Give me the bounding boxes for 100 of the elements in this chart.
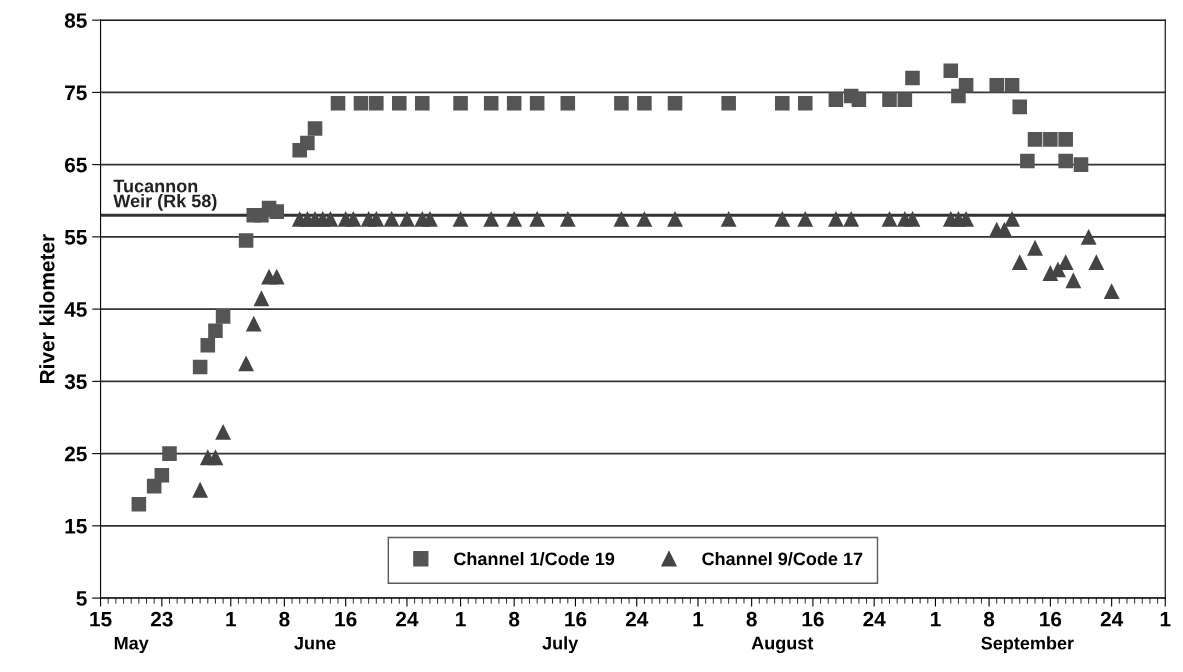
point <box>368 210 385 227</box>
point <box>529 95 545 111</box>
x2-tick-label: May <box>114 636 149 654</box>
x-tick-label: 8 <box>509 611 520 627</box>
point <box>560 95 576 111</box>
point <box>827 210 844 227</box>
point <box>414 95 430 111</box>
point <box>300 135 315 151</box>
point <box>828 92 844 107</box>
point <box>392 95 407 111</box>
point <box>1004 77 1020 93</box>
point <box>1020 153 1035 169</box>
point <box>958 210 975 227</box>
legend-label: Channel 1/Code 19 <box>454 552 615 566</box>
point <box>1065 272 1082 289</box>
point <box>958 77 974 93</box>
point <box>383 210 400 227</box>
y-tick-label: 15 <box>65 519 87 534</box>
point <box>1004 210 1020 227</box>
point <box>483 210 500 227</box>
point <box>154 467 170 483</box>
x-tick-label: 24 <box>1100 611 1124 627</box>
point <box>399 210 415 227</box>
x-tick-label: 1 <box>693 612 704 627</box>
point <box>774 210 791 227</box>
point <box>613 210 630 227</box>
point <box>636 210 653 227</box>
point <box>1027 239 1043 256</box>
point <box>989 77 1005 93</box>
point <box>667 95 683 111</box>
point <box>667 210 683 227</box>
x-tick-label: 15 <box>90 612 112 627</box>
point <box>322 210 339 227</box>
legend-label: Channel 9/Code 17 <box>702 552 863 566</box>
x-tick-label: 8 <box>983 611 995 627</box>
point <box>238 233 254 248</box>
point <box>200 337 216 353</box>
point <box>369 95 384 111</box>
point <box>253 290 270 307</box>
point <box>131 496 147 512</box>
point <box>215 424 232 440</box>
point <box>1027 132 1043 147</box>
x-tick-label: 8 <box>279 611 290 627</box>
point <box>774 95 790 111</box>
y-tick-label: 5 <box>76 591 87 606</box>
point <box>1012 99 1027 115</box>
x2-tick-label: June <box>294 636 336 650</box>
point <box>843 210 860 227</box>
x-tick-label: 1 <box>1160 612 1171 627</box>
y-tick-label: 35 <box>64 374 87 390</box>
point <box>897 92 913 107</box>
point <box>1058 132 1073 147</box>
point <box>307 121 323 136</box>
x-tick-label: 1 <box>456 612 466 627</box>
x-tick-label: 16 <box>335 611 357 627</box>
point <box>797 95 813 111</box>
x-tick-label: 1 <box>930 612 941 627</box>
point <box>1088 254 1105 271</box>
point <box>996 221 1013 238</box>
point <box>345 210 362 227</box>
point <box>1058 153 1073 169</box>
point <box>529 210 546 227</box>
point <box>506 95 522 111</box>
x-tick-label: 24 <box>396 611 419 627</box>
point <box>797 210 814 227</box>
point <box>452 210 469 227</box>
point <box>453 95 468 111</box>
point <box>881 210 898 227</box>
point <box>192 481 209 498</box>
x-tick-label: 24 <box>863 611 886 627</box>
y-axis-title: River kilometer <box>39 234 55 383</box>
point <box>192 359 208 375</box>
x-tick-label: 16 <box>1040 611 1062 627</box>
point <box>1011 254 1028 271</box>
point <box>904 210 921 227</box>
point <box>943 63 959 79</box>
x-tick-label: 1 <box>226 612 236 627</box>
x-tick-label: 23 <box>150 611 173 627</box>
point <box>268 268 285 285</box>
x-tick-label: 8 <box>746 611 757 627</box>
point <box>162 446 177 461</box>
x-tick-label: 24 <box>625 611 649 627</box>
point <box>882 92 897 107</box>
y-tick-label: 45 <box>64 302 87 317</box>
point <box>1043 132 1058 147</box>
x-tick-label: 16 <box>802 611 824 627</box>
y-tick-label: 75 <box>65 85 87 101</box>
point <box>207 449 224 466</box>
point <box>851 92 867 107</box>
point <box>721 95 736 111</box>
ref-line-label: Tucannon Weir (Rk 58) <box>113 179 217 211</box>
point <box>1073 157 1089 172</box>
y-tick-label: 85 <box>64 13 87 28</box>
point <box>637 95 652 111</box>
point <box>614 95 629 111</box>
point <box>506 210 523 227</box>
point <box>215 309 231 324</box>
point <box>208 323 223 339</box>
x2-tick-label: August <box>751 636 814 654</box>
y-tick-label: 65 <box>64 157 87 173</box>
